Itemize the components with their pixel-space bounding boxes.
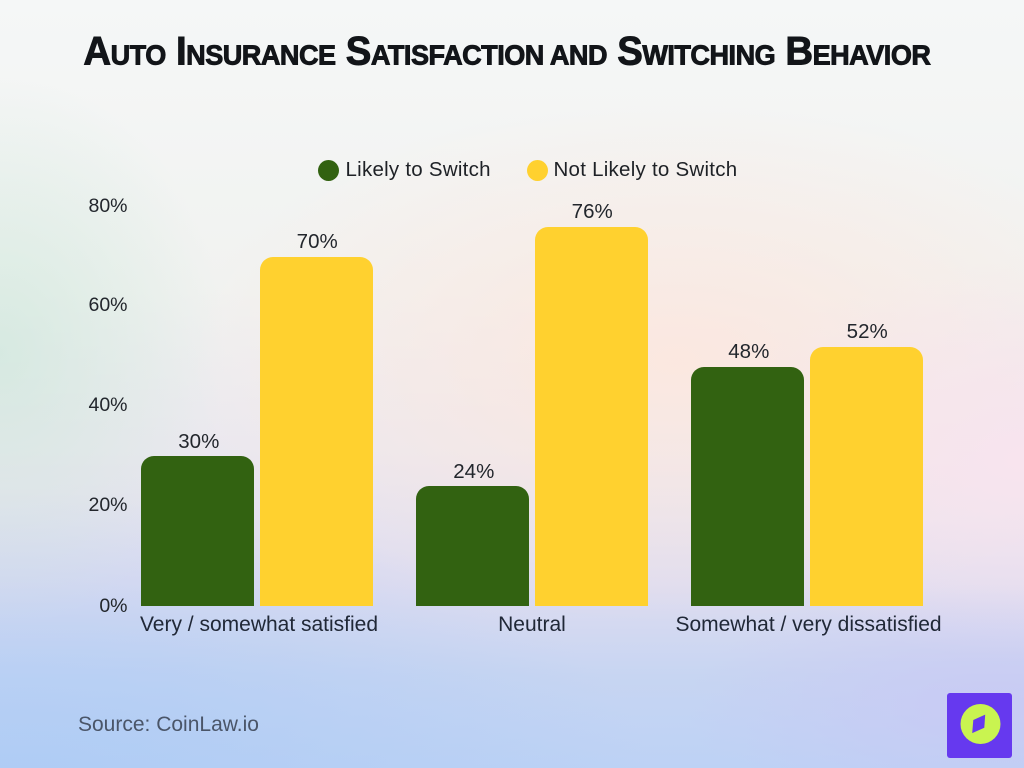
- svg-text:AUTO INSURANCE SATISFACTION AN: AUTO INSURANCE SATISFACTION AND SWITCHIN…: [83, 30, 931, 74]
